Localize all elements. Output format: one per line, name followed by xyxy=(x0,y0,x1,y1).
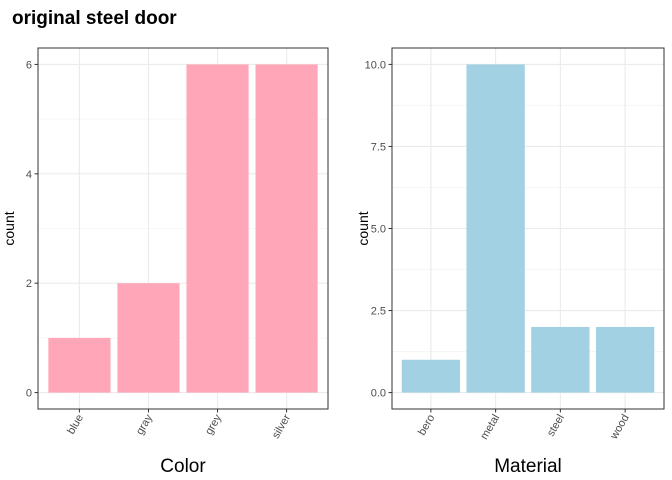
panel2-y-tick-label: 7.5 xyxy=(371,141,386,153)
panel1-panel-border xyxy=(37,47,329,410)
panel1-x-axis-title: Color xyxy=(160,456,206,477)
panel2-x-tick-label-metal: metal xyxy=(478,412,502,441)
panel2-x-tick-label-wood: wood xyxy=(608,413,632,443)
panel2-y-axis-title: count xyxy=(355,211,371,245)
panel1-x-tick-label-gray: gray xyxy=(134,412,155,437)
panel2-bar-wood xyxy=(596,326,655,393)
panel2-y-tick-label: 5.0 xyxy=(371,224,386,236)
panel1-x-tick-label-blue: blue xyxy=(65,413,86,437)
panel1-y-tick-label: 0 xyxy=(26,388,32,400)
panel1-y-tick-label: 6 xyxy=(26,59,32,71)
panel2-y-tick-label: 2.5 xyxy=(371,306,386,318)
panel1-bar-silver xyxy=(255,64,318,393)
panel1-x-tick-label-silver: silver xyxy=(270,412,293,441)
panel1-bar-blue xyxy=(48,337,111,393)
page-title: original steel door xyxy=(12,8,177,29)
panel2-x-axis-title: Material xyxy=(494,456,562,477)
panel2-bar-steel xyxy=(531,326,590,393)
panel1-y-axis-title: count xyxy=(1,211,17,245)
panel2-x-tick-label-bero: bero xyxy=(416,413,437,438)
panel2-x-tick-label-steel: steel xyxy=(545,413,567,439)
panel2-y-tick-label: 10.0 xyxy=(365,59,386,71)
panel1-bar-gray xyxy=(117,283,180,393)
panel1-y-tick-label: 4 xyxy=(26,169,32,181)
panel2-y-tick-label: 0.0 xyxy=(371,388,386,400)
panel1-x-tick-label-grey: grey xyxy=(203,412,224,437)
panel1-bar-grey xyxy=(186,64,249,393)
panel2-bar-metal xyxy=(466,64,525,393)
panel2-bar-bero xyxy=(401,359,460,393)
panel1-y-tick-label: 2 xyxy=(26,278,32,290)
